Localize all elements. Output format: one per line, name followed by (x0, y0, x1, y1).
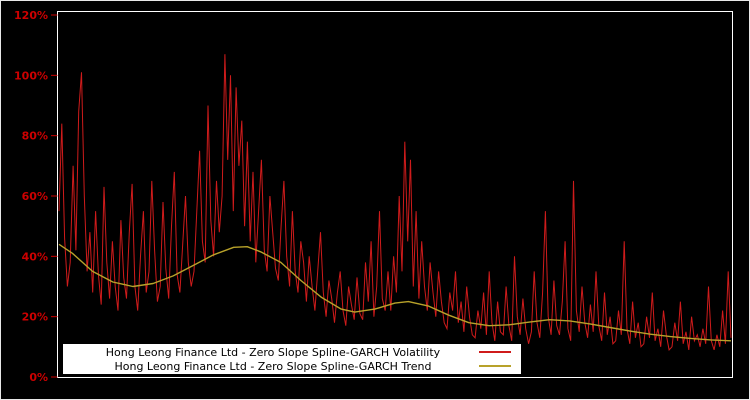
plot-frame (57, 11, 733, 378)
y-tick-label: 100% (14, 69, 48, 82)
legend-item-trend: Hong Leong Finance Ltd - Zero Slope Spli… (63, 359, 521, 373)
chart-legend: Hong Leong Finance Ltd - Zero Slope Spli… (63, 344, 521, 374)
volatility-series-line (58, 54, 732, 351)
legend-label-volatility: Hong Leong Finance Ltd - Zero Slope Spli… (105, 345, 441, 359)
legend-line-sample-volatility (479, 351, 511, 353)
y-tick-label: 20% (22, 311, 48, 324)
y-tick-label: 40% (22, 250, 48, 263)
legend-line-sample-trend (479, 365, 511, 367)
trend-series-line (58, 243, 732, 342)
legend-label-trend: Hong Leong Finance Ltd - Zero Slope Spli… (114, 359, 432, 373)
y-tick-label: 60% (22, 190, 48, 203)
y-tick-label: 0% (29, 371, 48, 384)
y-tick-label: 80% (22, 130, 48, 143)
legend-item-volatility: Hong Leong Finance Ltd - Zero Slope Spli… (63, 345, 521, 359)
y-tick-label: 120% (14, 9, 48, 22)
